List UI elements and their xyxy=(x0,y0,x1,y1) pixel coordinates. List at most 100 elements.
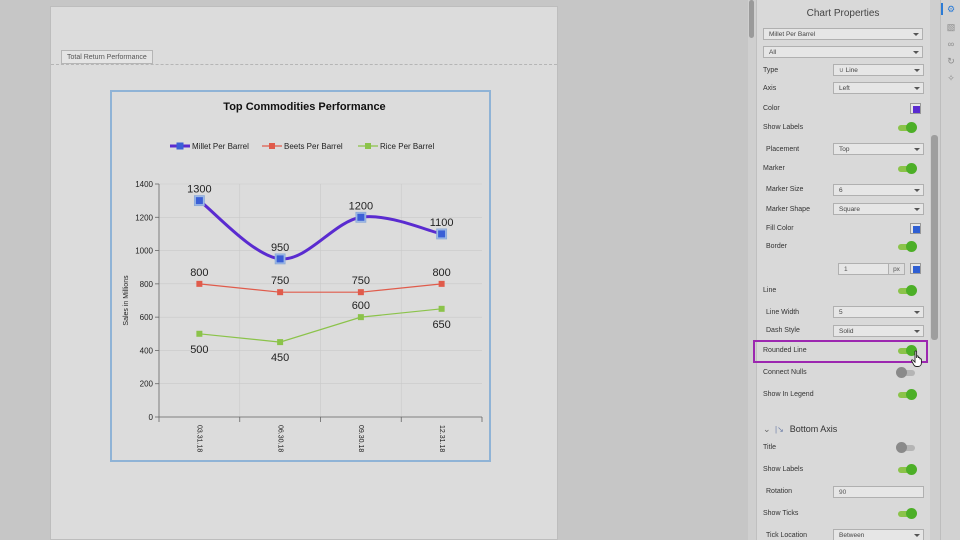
marker-shape-select[interactable]: Square xyxy=(833,203,924,215)
marker-toggle[interactable] xyxy=(898,163,917,174)
rotation-input[interactable]: 90 xyxy=(833,486,924,498)
series-line-1 xyxy=(199,283,442,293)
axis-show-labels-label: Show Labels xyxy=(763,466,804,473)
legend-label-1: Beets Per Barrel xyxy=(284,142,343,151)
fill-color-swatch-fill xyxy=(913,226,920,233)
bottom-axis-section[interactable]: ⌄ |↘ Bottom Axis xyxy=(763,422,913,436)
data-label: 750 xyxy=(271,275,289,287)
page-divider xyxy=(51,64,557,65)
dash-style-select[interactable]: Solid xyxy=(833,325,924,337)
history-icon[interactable]: ↻ xyxy=(947,56,955,66)
axis-label: Axis xyxy=(763,85,777,92)
connect-nulls-toggle[interactable] xyxy=(896,367,915,378)
show-ticks-toggle[interactable] xyxy=(898,508,917,519)
chevron-down-icon xyxy=(914,330,920,333)
data-label: 1300 xyxy=(187,184,211,196)
show-in-legend-label: Show In Legend xyxy=(763,391,814,398)
y-tick-label: 200 xyxy=(140,380,154,389)
filter-select-value: All xyxy=(769,49,777,56)
type-select[interactable]: ∪ Line xyxy=(833,64,924,76)
legend-label-0: Millet Per Barrel xyxy=(192,142,249,151)
series-select[interactable]: Millet Per Barrel xyxy=(763,28,923,40)
rounded-line-highlight xyxy=(753,340,928,363)
data-point xyxy=(277,289,284,296)
line-chart: Top Commodities Performance Millet Per Ba… xyxy=(123,101,483,452)
placement-label: Placement xyxy=(766,146,800,153)
chevron-down-icon xyxy=(914,189,920,192)
marker-shape-value: Square xyxy=(839,206,860,213)
canvas-scrollbar[interactable] xyxy=(748,0,756,540)
show-ticks-label: Show Ticks xyxy=(763,510,799,517)
data-label: 650 xyxy=(432,319,450,331)
x-tick-label: 03.31.18 xyxy=(196,425,203,452)
data-point xyxy=(438,230,446,238)
line-width-select[interactable]: 5 xyxy=(833,306,924,318)
marker-size-value: 6 xyxy=(839,187,843,194)
show-labels-label: Show Labels xyxy=(763,124,804,131)
wand-icon[interactable]: ✧ xyxy=(947,73,955,83)
paperclip-icon[interactable]: ∞ xyxy=(947,39,955,49)
data-label: 1100 xyxy=(430,217,454,229)
line-chart-icon: ∪ xyxy=(839,67,846,74)
line-width-label: Line Width xyxy=(766,309,800,316)
data-point xyxy=(438,305,445,312)
chevron-down-icon xyxy=(914,148,920,151)
line-label: Line xyxy=(763,287,777,294)
axis-title-label: Title xyxy=(763,444,776,451)
data-point xyxy=(196,330,203,337)
toggle-knob xyxy=(906,163,917,174)
data-point xyxy=(438,280,445,287)
y-tick-label: 1400 xyxy=(135,180,153,189)
toggle-knob xyxy=(896,442,907,453)
axis-select-value: Left xyxy=(839,85,850,92)
show-labels-toggle[interactable] xyxy=(898,122,917,133)
marker-size-select[interactable]: 6 xyxy=(833,184,924,196)
report-tab-label[interactable]: Total Return Performance xyxy=(61,50,153,64)
report-page: Total Return Performance Top Commodities… xyxy=(50,6,558,540)
toggle-knob xyxy=(896,367,907,378)
data-label: 800 xyxy=(432,267,450,279)
data-label: 800 xyxy=(190,267,208,279)
legend-label-2: Rice Per Barrel xyxy=(380,142,434,151)
border-color-swatch[interactable] xyxy=(910,263,921,274)
canvas-scroll-thumb[interactable] xyxy=(749,0,754,38)
chevron-down-icon xyxy=(914,311,920,314)
toggle-knob xyxy=(906,345,917,356)
axis-show-labels-toggle[interactable] xyxy=(898,464,917,475)
tick-location-label: Tick Location xyxy=(766,532,807,539)
panel-scroll-thumb[interactable] xyxy=(931,135,938,340)
axis-select[interactable]: Left xyxy=(833,82,924,94)
axis-title-toggle[interactable] xyxy=(896,442,915,453)
line-toggle[interactable] xyxy=(898,285,917,296)
data-label: 450 xyxy=(271,352,289,364)
placement-select[interactable]: Top xyxy=(833,143,924,155)
data-label: 600 xyxy=(352,300,370,312)
chart-title: Top Commodities Performance xyxy=(223,101,385,113)
bottom-axis-label: Bottom Axis xyxy=(789,424,838,434)
comment-icon[interactable]: ▧ xyxy=(946,22,956,32)
chart-frame[interactable]: Top Commodities Performance Millet Per Ba… xyxy=(110,90,491,462)
border-width-input[interactable]: 1 xyxy=(838,263,889,275)
y-tick-label: 600 xyxy=(140,313,154,322)
rounded-line-toggle[interactable] xyxy=(898,345,917,356)
data-point xyxy=(357,213,365,221)
data-label: 1200 xyxy=(349,200,373,212)
fill-color-swatch[interactable] xyxy=(910,223,921,234)
show-in-legend-toggle[interactable] xyxy=(898,389,917,400)
border-toggle[interactable] xyxy=(898,241,917,252)
report-canvas: Total Return Performance Top Commodities… xyxy=(50,6,558,540)
tick-location-select[interactable]: Between xyxy=(833,529,924,540)
border-unit: px xyxy=(888,263,905,275)
series-select-value: Millet Per Barrel xyxy=(769,31,816,38)
data-point xyxy=(357,289,364,296)
axis-icon: |↘ xyxy=(775,425,784,434)
color-swatch[interactable] xyxy=(910,103,921,114)
gear-icon[interactable]: ⚙ xyxy=(946,4,956,14)
rotation-label: Rotation xyxy=(766,488,793,495)
rounded-line-label: Rounded Line xyxy=(763,347,807,354)
filter-select[interactable]: All xyxy=(763,46,923,58)
data-label: 750 xyxy=(352,275,370,287)
series-line-0 xyxy=(198,199,442,261)
marker-size-label: Marker Size xyxy=(766,186,804,193)
y-tick-label: 1200 xyxy=(135,213,153,222)
